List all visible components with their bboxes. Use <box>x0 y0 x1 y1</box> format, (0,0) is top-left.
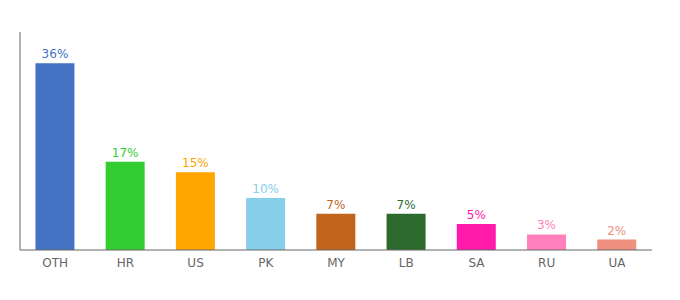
svg-text:OTH: OTH <box>42 256 68 270</box>
svg-text:2%: 2% <box>607 224 626 238</box>
svg-text:3%: 3% <box>537 218 556 232</box>
svg-text:17%: 17% <box>112 146 139 160</box>
svg-text:US: US <box>187 256 203 270</box>
svg-text:RU: RU <box>538 256 555 270</box>
svg-text:MY: MY <box>327 256 345 270</box>
svg-text:5%: 5% <box>467 208 486 222</box>
svg-text:PK: PK <box>258 256 274 270</box>
svg-text:15%: 15% <box>182 156 209 170</box>
svg-text:HR: HR <box>117 256 134 270</box>
svg-text:7%: 7% <box>326 198 345 212</box>
svg-text:10%: 10% <box>252 182 279 196</box>
svg-text:SA: SA <box>468 256 485 270</box>
svg-text:7%: 7% <box>397 198 416 212</box>
svg-text:36%: 36% <box>42 47 69 61</box>
svg-text:UA: UA <box>608 256 626 270</box>
svg-text:LB: LB <box>399 256 414 270</box>
